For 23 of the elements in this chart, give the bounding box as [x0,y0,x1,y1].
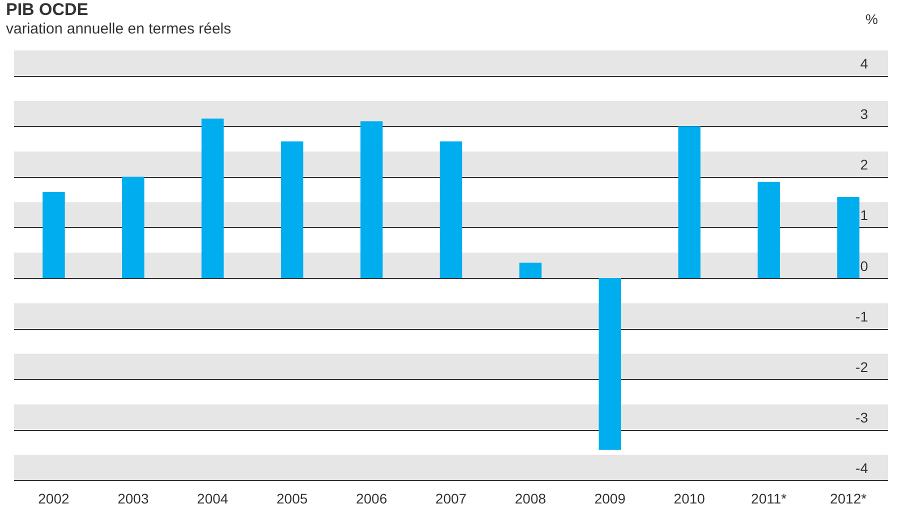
x-tick-label: 2003 [118,490,149,506]
x-tick-label: 2005 [276,490,308,506]
x-tick-label: 2010 [674,490,706,506]
y-tick-label: 3 [860,106,868,122]
x-tick-label: 2004 [197,490,228,506]
x-tick-label: 2009 [594,490,626,506]
x-tick-label: 2012* [830,490,868,506]
x-tick-label: 2002 [38,490,70,506]
x-tick-label: 2007 [435,490,467,506]
y-tick-label: 1 [860,207,868,224]
x-tick-label: 2008 [514,490,546,506]
y-tick-label: -1 [856,308,868,324]
y-axis-title: % [866,11,878,27]
x-tick-label: 2011* [751,490,788,506]
chart-title: PIB OCDE [6,0,88,19]
y-tick-label: -4 [856,460,868,476]
x-tick-label: 2006 [356,490,388,506]
y-tick-label: 2 [860,156,868,173]
chart-subtitle: variation annuelle en termes réels [6,20,232,38]
y-tick-label: -3 [856,409,868,426]
y-tick-label: 0 [860,258,868,274]
y-tick-label: -2 [856,358,868,375]
y-tick-label: 4 [860,56,868,72]
